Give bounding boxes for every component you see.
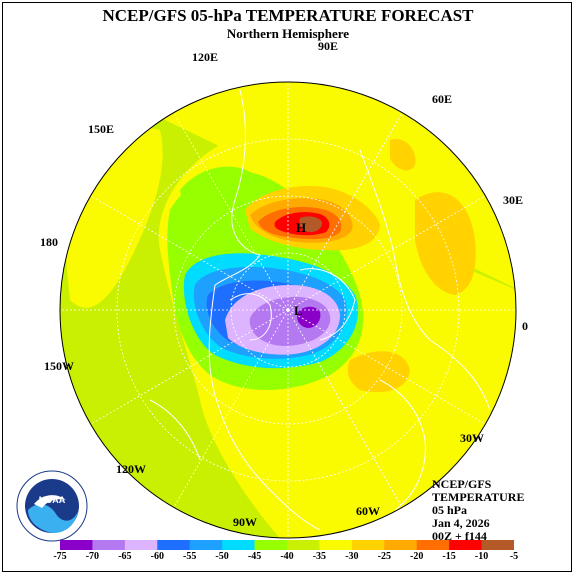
colorbar bbox=[60, 540, 514, 550]
lon-label-0: 0 bbox=[522, 319, 528, 333]
colorbar-swatch bbox=[416, 540, 450, 550]
lon-label-120e: 120E bbox=[192, 50, 219, 64]
field-orange-ne bbox=[390, 139, 416, 171]
graticule bbox=[60, 82, 516, 538]
field-orange-atlantic bbox=[347, 351, 410, 393]
colorbar-swatch bbox=[189, 540, 223, 550]
lon-label-180: 180 bbox=[40, 235, 58, 249]
high-marker: H bbox=[296, 220, 306, 235]
lon-label-120w: 120W bbox=[116, 462, 146, 476]
colorbar-tick-label: -60 bbox=[150, 551, 164, 562]
colorbar-tick-label: -75 bbox=[53, 551, 67, 562]
colorbar-swatch bbox=[481, 540, 514, 550]
lon-label-90w: 90W bbox=[233, 515, 257, 529]
colorbar-swatch bbox=[60, 540, 93, 550]
info-variable: TEMPERATURE bbox=[432, 490, 525, 504]
colorbar-tick-label: -10 bbox=[474, 551, 489, 562]
chart-subtitle: Northern Hemisphere bbox=[226, 26, 350, 41]
colorbar-swatch bbox=[254, 540, 288, 550]
colorbar-tick-label: -35 bbox=[312, 551, 327, 562]
colorbar-tick-label: -65 bbox=[118, 551, 132, 562]
noaa-logo-icon: NOAA bbox=[16, 470, 88, 542]
colorbar-tick-label: -25 bbox=[377, 551, 391, 562]
map-border bbox=[59, 81, 517, 539]
colorbar-swatch bbox=[124, 540, 158, 550]
figure-frame bbox=[2, 2, 572, 572]
info-level: 05 hPa bbox=[432, 503, 468, 517]
lon-label-150w: 150W bbox=[44, 359, 74, 373]
colorbar-tick-label: -55 bbox=[183, 551, 197, 562]
colorbar-tick-label: -20 bbox=[410, 551, 424, 562]
chart-title: NCEP/GFS 05-hPa TEMPERATURE FORECAST bbox=[102, 6, 474, 25]
colorbar-tick-label: -15 bbox=[442, 551, 456, 562]
colorbar-swatch bbox=[384, 540, 418, 550]
colorbar-tick-label: -50 bbox=[215, 551, 229, 562]
colorbar-swatch bbox=[222, 540, 256, 550]
info-model: NCEP/GFS bbox=[432, 477, 492, 491]
lon-label-30e: 30E bbox=[503, 193, 524, 207]
colorbar-swatch bbox=[287, 540, 320, 550]
colorbar-swatch bbox=[157, 540, 191, 550]
low-marker: L bbox=[294, 303, 303, 318]
lon-label-60w: 60W bbox=[356, 504, 380, 518]
field-green-north bbox=[180, 166, 255, 230]
colorbar-tick-label: -70 bbox=[85, 551, 100, 562]
info-cycle: 00Z + f144 bbox=[432, 529, 487, 543]
forecast-info: NCEP/GFS TEMPERATURE 05 hPa Jan 4, 2026 … bbox=[432, 478, 524, 543]
colorbar-tick-label: -40 bbox=[280, 551, 294, 562]
colorbar-swatch bbox=[319, 540, 353, 550]
colorbar-swatch bbox=[92, 540, 126, 550]
noaa-logo-text: NOAA bbox=[39, 495, 66, 505]
colorbar-swatch bbox=[449, 540, 483, 550]
field-warm-peak bbox=[299, 216, 323, 233]
coastlines bbox=[149, 89, 491, 531]
colorbar-tick-label: -30 bbox=[345, 551, 359, 562]
colorbar-tick-label: -5 bbox=[509, 551, 519, 562]
colorbar-swatch bbox=[351, 540, 385, 550]
colorbar-tick-label: -45 bbox=[247, 551, 262, 562]
lon-label-60e: 60E bbox=[432, 92, 453, 106]
lon-label-30w: 30W bbox=[460, 431, 484, 445]
field-yellow-south bbox=[230, 409, 372, 530]
lon-label-150e: 150E bbox=[88, 122, 115, 136]
field-purple bbox=[297, 306, 321, 328]
lon-label-90e: 90E bbox=[318, 39, 339, 53]
info-date: Jan 4, 2026 bbox=[432, 516, 490, 530]
